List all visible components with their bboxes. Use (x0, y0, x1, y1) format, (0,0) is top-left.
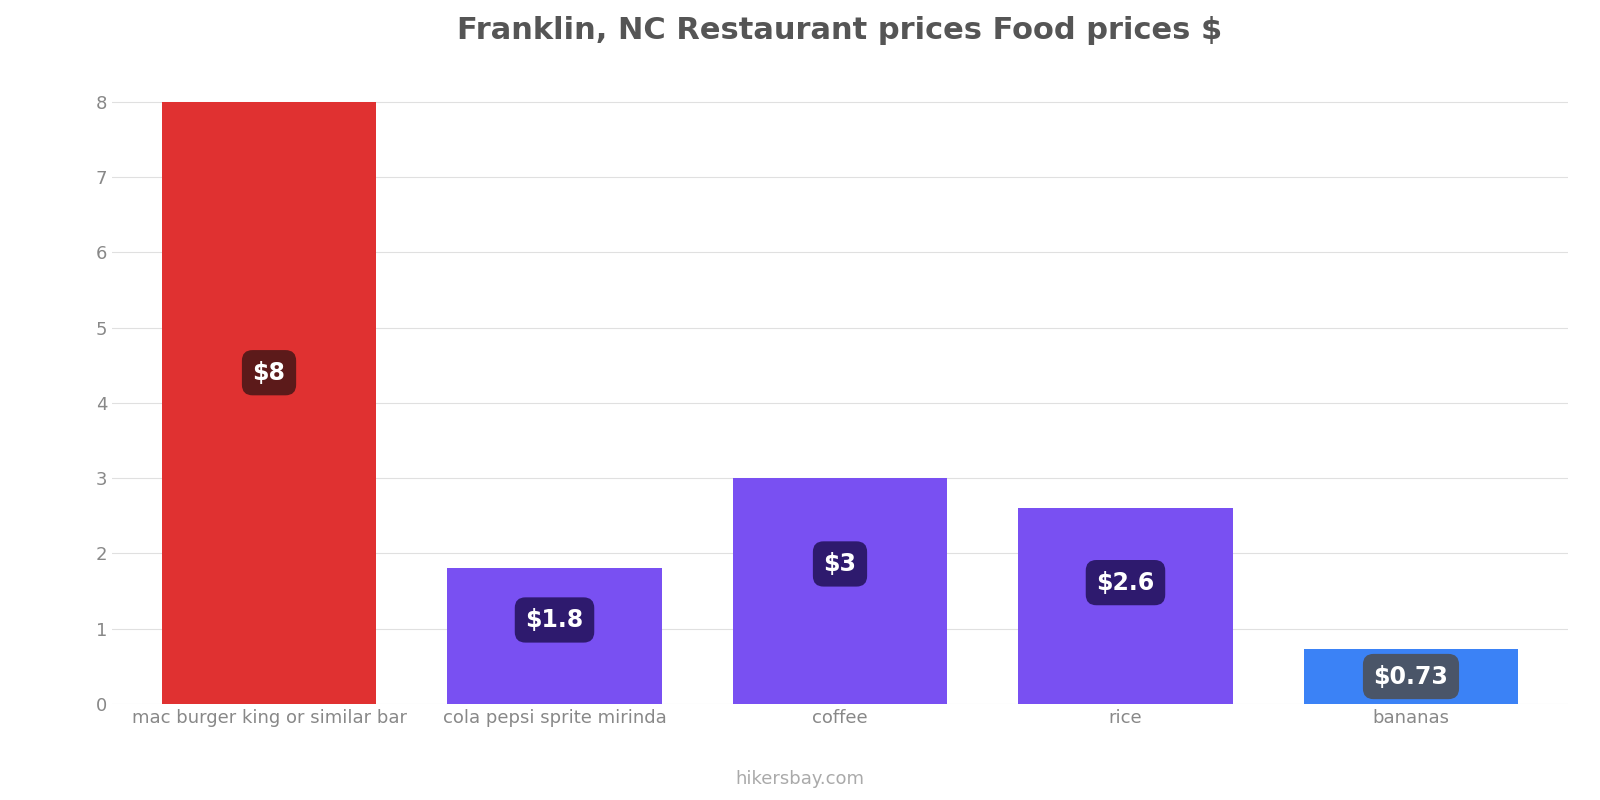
Bar (448, 569, 661, 704)
Bar (733, 478, 947, 704)
Text: $3: $3 (824, 552, 856, 576)
Bar (1019, 508, 1232, 704)
Bar (162, 102, 376, 704)
Text: $8: $8 (253, 361, 285, 385)
Text: $2.6: $2.6 (1096, 570, 1155, 594)
Text: $0.73: $0.73 (1373, 665, 1448, 689)
Bar (1304, 649, 1518, 704)
Text: $1.8: $1.8 (525, 608, 584, 632)
Title: Franklin, NC Restaurant prices Food prices $: Franklin, NC Restaurant prices Food pric… (458, 16, 1222, 45)
Text: hikersbay.com: hikersbay.com (736, 770, 864, 788)
